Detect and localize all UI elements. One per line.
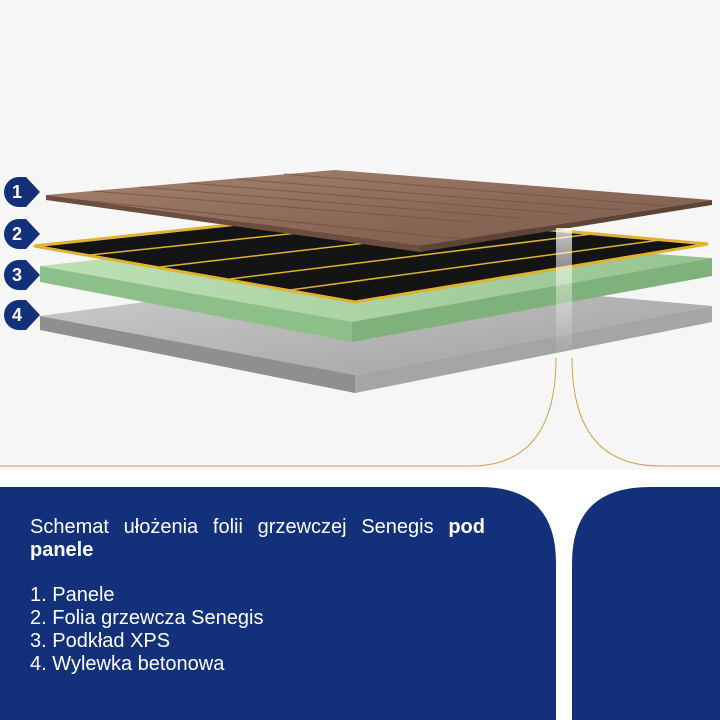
layer-number-badge: 4 <box>4 300 40 330</box>
layer-legend-list: 1. Panele 2. Folia grzewcza Senegis 3. P… <box>30 584 485 676</box>
side-panel <box>572 487 720 720</box>
caption: Schemat ułożenia folii grzewczej Senegis… <box>30 516 485 676</box>
layer-number-badge: 1 <box>4 177 40 207</box>
gold-curve-right <box>571 357 720 467</box>
layer-number-badge: 2 <box>4 219 40 249</box>
caption-title: Schemat ułożenia folii grzewczej Senegis… <box>30 516 485 562</box>
legend-item: 3. Podkład XPS <box>30 630 171 652</box>
legend-item: 1. Panele <box>30 584 115 606</box>
gold-curve-left <box>0 357 557 467</box>
caption-title-bold: pod panele <box>30 516 485 561</box>
light-beam <box>556 228 572 358</box>
layer-number-badge: 3 <box>4 260 40 290</box>
legend-item: 4. Wylewka betonowa <box>30 653 225 675</box>
caption-panel <box>0 487 556 720</box>
caption-title-text: Schemat ułożenia folii grzewczej Senegis <box>30 516 449 538</box>
legend-item: 2. Folia grzewcza Senegis <box>30 607 264 629</box>
layer-wood-panels <box>46 170 712 252</box>
